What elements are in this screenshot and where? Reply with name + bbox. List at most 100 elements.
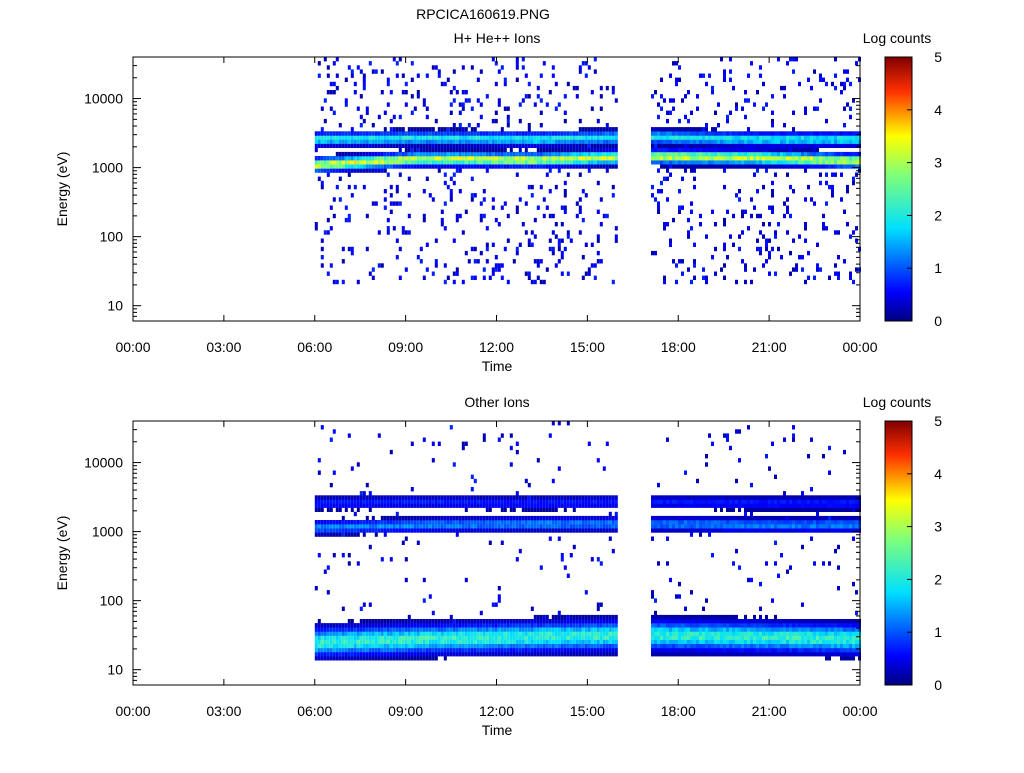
heatmap-cell (462, 652, 465, 656)
heatmap-cell (801, 255, 804, 259)
heatmap-cell (519, 135, 522, 139)
heatmap-cell (357, 65, 360, 69)
heatmap-cell (474, 259, 477, 263)
heatmap-cell (504, 82, 507, 86)
heatmap-cell (504, 164, 507, 168)
heatmap-cell (387, 648, 390, 652)
heatmap-cell (597, 119, 600, 123)
heatmap-cell (474, 644, 477, 648)
heatmap-cell (381, 627, 384, 631)
heatmap-cell (441, 644, 444, 648)
heatmap-cell (693, 160, 696, 164)
heatmap-cell (333, 144, 336, 148)
heatmap-cell (423, 520, 426, 524)
heatmap-cell (756, 644, 759, 648)
heatmap-cell (501, 652, 504, 656)
heatmap-cell (459, 504, 462, 508)
heatmap-cell (720, 499, 723, 503)
heatmap-cell (651, 590, 654, 594)
heatmap-cell (381, 495, 384, 499)
heatmap-cell (321, 164, 324, 168)
heatmap-cell (369, 644, 372, 648)
heatmap-cell (819, 140, 822, 144)
heatmap-cell (348, 561, 351, 565)
heatmap-cell (330, 263, 333, 267)
heatmap-cell (441, 140, 444, 144)
heatmap-cell (435, 263, 438, 267)
heatmap-cell (666, 160, 669, 164)
heatmap-cell (714, 222, 717, 226)
heatmap-cell (729, 148, 732, 152)
heatmap-cell (519, 504, 522, 508)
heatmap-cell (714, 619, 717, 623)
heatmap-cell (534, 508, 537, 512)
heatmap-cell (360, 164, 363, 168)
heatmap-cell (588, 168, 591, 172)
heatmap-cell (339, 504, 342, 508)
heatmap-cell (405, 516, 408, 520)
heatmap-cell (660, 152, 663, 156)
heatmap-cell (591, 148, 594, 152)
heatmap-cell (729, 524, 732, 528)
heatmap-cell (681, 636, 684, 640)
heatmap-cell (717, 495, 720, 499)
heatmap-cell (456, 524, 459, 528)
heatmap-cell (378, 644, 381, 648)
heatmap-cell (693, 528, 696, 532)
heatmap-cell (735, 627, 738, 631)
heatmap-cell (477, 495, 480, 499)
heatmap-cell (555, 644, 558, 648)
heatmap-cell (471, 107, 474, 111)
heatmap-cell (453, 648, 456, 652)
heatmap-cell (717, 516, 720, 520)
heatmap-cell (666, 636, 669, 640)
heatmap-cell (717, 123, 720, 127)
heatmap-cell (504, 520, 507, 524)
heatmap-cell (564, 111, 567, 115)
heatmap-cell (438, 127, 441, 131)
heatmap-cell (498, 516, 501, 520)
heatmap-cell (549, 131, 552, 135)
heatmap-cell (402, 230, 405, 234)
heatmap-cell (666, 131, 669, 135)
heatmap-cell (510, 164, 513, 168)
heatmap-cell (798, 160, 801, 164)
heatmap-cell (447, 644, 450, 648)
heatmap-cell (699, 623, 702, 627)
heatmap-cell (321, 631, 324, 635)
heatmap-cell (597, 458, 600, 462)
heatmap-cell (552, 479, 555, 483)
heatmap-cell (498, 652, 501, 656)
heatmap-cell (351, 251, 354, 255)
heatmap-cell (402, 524, 405, 528)
heatmap-cell (327, 520, 330, 524)
heatmap-cell (801, 152, 804, 156)
heatmap-cell (357, 656, 360, 660)
heatmap-cell (423, 640, 426, 644)
heatmap-cell (438, 644, 441, 648)
heatmap-cell (549, 520, 552, 524)
heatmap-cell (336, 524, 339, 528)
heatmap-cell (765, 247, 768, 251)
heatmap-cell (465, 442, 468, 446)
heatmap-cell (738, 623, 741, 627)
heatmap-cell (348, 247, 351, 251)
heatmap-cell (507, 144, 510, 148)
heatmap-cell (654, 528, 657, 532)
heatmap-cell (588, 640, 591, 644)
heatmap-cell (474, 652, 477, 656)
heatmap-cell (663, 648, 666, 652)
heatmap-cell (738, 148, 741, 152)
heatmap-cell (453, 164, 456, 168)
heatmap-cell (345, 623, 348, 627)
heatmap-cell (711, 636, 714, 640)
heatmap-cell (357, 160, 360, 164)
heatmap-cell (753, 102, 756, 106)
heatmap-cell (846, 152, 849, 156)
heatmap-cell (486, 640, 489, 644)
heatmap-cell (816, 107, 819, 111)
heatmap-cell (378, 528, 381, 532)
heatmap-cell (834, 173, 837, 177)
heatmap-cell (741, 636, 744, 640)
heatmap-cell (456, 168, 459, 172)
